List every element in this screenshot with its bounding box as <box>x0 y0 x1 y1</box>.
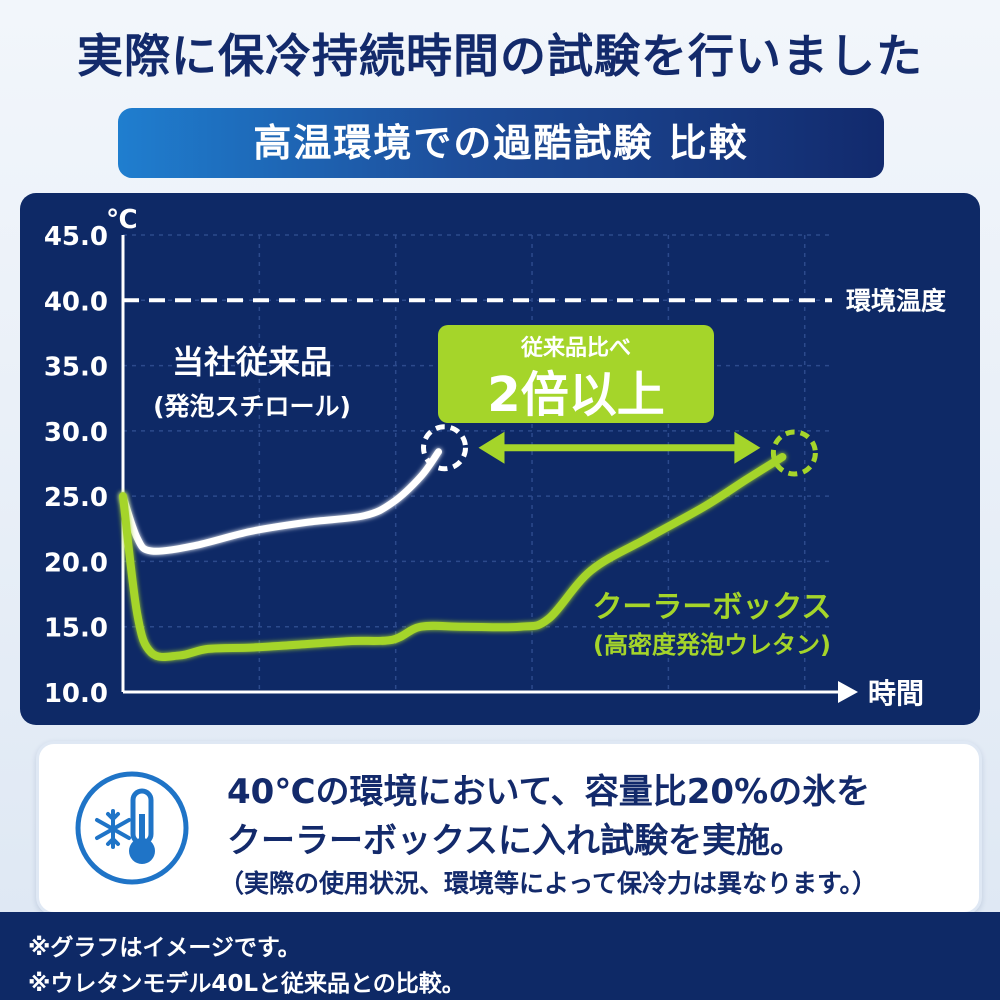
y-tick-label: 45.0 <box>44 222 108 252</box>
x-axis-arrowhead <box>838 681 858 703</box>
footer-note-comparison: ※ウレタンモデル40Lと従来品との比較。 <box>28 971 465 997</box>
y-tick-label: 15.0 <box>44 614 108 644</box>
y-axis-unit: ℃ <box>106 205 137 235</box>
series-label-conventional: 当社従来品 <box>172 343 332 381</box>
chart-panel: 10.0 15.0 20.0 25.0 30.0 35.0 40.0 45.0 環境温度 ℃ … <box>20 193 980 725</box>
y-tick-label: 25.0 <box>44 483 108 513</box>
ambient-temperature-label: 環境温度 <box>846 286 946 315</box>
subtitle-banner: 高温環境での過酷試験 比較 <box>118 108 884 178</box>
y-tick-label: 40.0 <box>44 287 108 317</box>
series-label-cooler-box: クーラーボックス <box>592 590 831 625</box>
line-chart: 10.015.020.025.030.035.040.045.0 環境温度 ℃ … <box>44 205 946 710</box>
x-axis-label: 時間 <box>868 677 924 710</box>
y-tick-label: 30.0 <box>44 418 108 448</box>
y-axis-ticks: 10.0 15.0 20.0 25.0 30.0 35.0 40.0 45.0 <box>44 222 108 709</box>
series-line-cooler-box <box>119 452 787 661</box>
y-tick-label: 20.0 <box>44 548 108 578</box>
page-title: 実際に保冷持続時間の試験を行いました <box>77 29 923 83</box>
y-tick-label: 10.0 <box>44 679 108 709</box>
y-tick-label: 35.0 <box>44 353 108 383</box>
test-conditions-box: 40℃の環境において、容量比20%の氷を クーラーボックスに入れ試験を実施。 （… <box>36 741 982 915</box>
series-note-cooler-box: (高密度発泡ウレタン) <box>593 631 831 659</box>
test-condition-line2: クーラーボックスに入れ試験を実施。 <box>227 821 804 861</box>
comparison-callout-line2: 2倍以上 <box>487 367 664 423</box>
test-condition-disclaimer: （実際の使用状況、環境等によって保冷力は異なります。） <box>219 869 878 898</box>
snowflake-thermometer-icon <box>73 769 191 887</box>
test-condition-line1: 40℃の環境において、容量比20%の氷を <box>227 772 871 812</box>
footer-notes: ※グラフはイメージです。 ※ウレタンモデル40Lと従来品との比較。 <box>0 912 1000 1000</box>
comparison-double-arrow <box>478 431 761 464</box>
comparison-callout-line1: 従来品比べ <box>520 335 631 361</box>
series-note-conventional: (発泡スチロール) <box>153 392 351 421</box>
footer-note-graph-image: ※グラフはイメージです。 <box>28 935 301 961</box>
series-line-conventional <box>119 448 443 555</box>
series-end-marker-conventional <box>421 424 469 472</box>
series-end-marker-cooler-box <box>770 429 818 477</box>
comparison-callout-box <box>438 325 714 423</box>
